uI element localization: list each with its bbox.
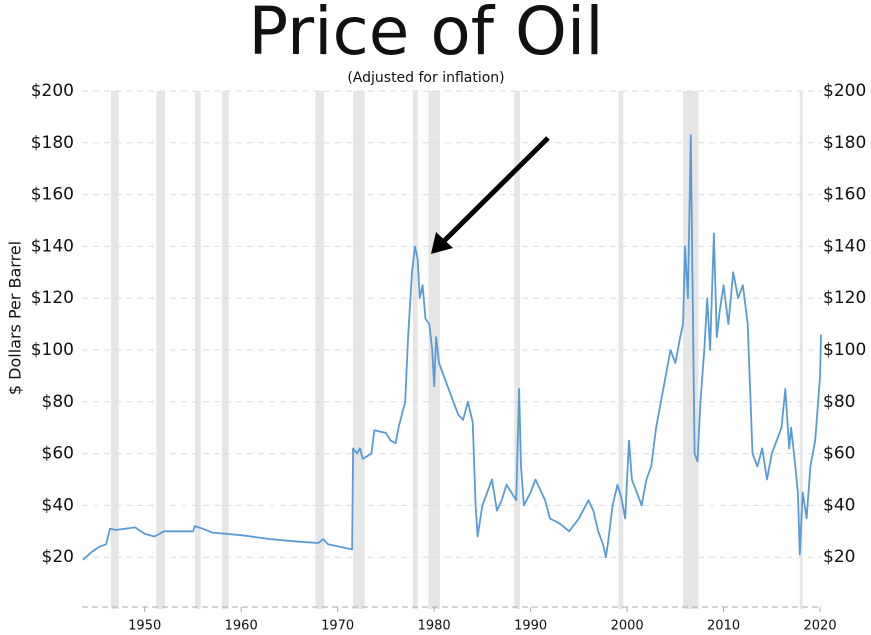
y2-tick-label: $100 [823, 340, 866, 360]
y-tick-label: $80 [42, 392, 74, 412]
y-tick-label: $60 [42, 444, 74, 464]
x-tick-label: 2010 [707, 619, 740, 634]
y-tick-label: $180 [31, 133, 74, 153]
x-tick-label: 2000 [611, 619, 644, 634]
x-tick-label: 1970 [321, 619, 354, 634]
y-tick-label: $100 [31, 340, 74, 360]
price-line [82, 134, 822, 561]
y2-tick-label: $160 [823, 185, 866, 205]
y-tick-label: $20 [42, 547, 74, 567]
y-tick-label: $140 [31, 236, 74, 256]
x-tick-label: 1960 [225, 619, 258, 634]
y-axis-label: $ Dollars Per Barrel [6, 241, 25, 395]
grid: $20 $20 $40 $40 $60 $60 $80 $80 $100 $100 $120 $120… [31, 81, 867, 634]
y2-tick-label: $140 [823, 236, 866, 256]
y-tick-label: $160 [31, 185, 74, 205]
y-tick-label: $120 [31, 288, 74, 308]
y2-tick-label: $60 [823, 444, 855, 464]
y2-tick-label: $40 [823, 495, 855, 515]
x-tick-label: 2020 [804, 619, 837, 634]
y2-tick-label: $180 [823, 133, 866, 153]
y-tick-label: $200 [31, 81, 74, 101]
y2-tick-label: $80 [823, 392, 855, 412]
y2-tick-label: $120 [823, 288, 866, 308]
annotation-arrow [431, 136, 550, 254]
arrow-head [431, 232, 453, 254]
recession-band [618, 91, 624, 609]
recession-band [315, 91, 325, 609]
y2-tick-label: $20 [823, 547, 855, 567]
arrow-shaft [440, 136, 550, 245]
x-tick-label: 1950 [128, 619, 161, 634]
x-tick-label: 1980 [418, 619, 451, 634]
y-tick-label: $40 [42, 495, 74, 515]
y2-tick-label: $200 [823, 81, 866, 101]
plot [82, 134, 822, 561]
recession-band [110, 91, 119, 609]
chart-title: Price of Oil [248, 0, 603, 70]
x-tick-label: 1990 [514, 619, 547, 634]
chart-subtitle: (Adjusted for inflation) [347, 70, 504, 86]
recession-band [514, 91, 521, 609]
